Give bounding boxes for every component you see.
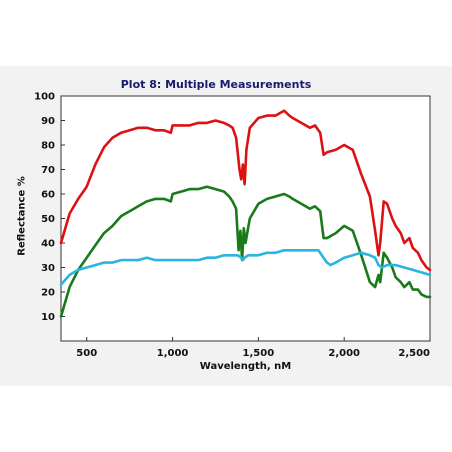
y-tick-label: 80 [41, 141, 55, 152]
x-tick-label: 500 [76, 348, 97, 359]
chart-title: Plot 8: Multiple Measurements [120, 78, 312, 91]
series-line-3 [59, 249, 432, 286]
y-tick-label: 60 [41, 190, 55, 201]
y-tick-label: 40 [41, 239, 55, 250]
y-tick-label: 70 [41, 165, 55, 176]
plot-area [60, 95, 431, 342]
series-layer [59, 109, 432, 318]
series-line-2 [59, 185, 432, 318]
axis-ticks: 10 20 30 40 50 60 70 80 90 100 500 1,000 1,500 2,000 2… [34, 92, 431, 359]
series-line-1 [59, 109, 432, 272]
y-tick-label: 50 [41, 214, 55, 225]
x-tick-label: 2,000 [328, 348, 360, 359]
x-tick-label: 1,500 [243, 348, 275, 359]
y-tick-label: 20 [41, 288, 55, 299]
x-tick-label: 2,500 [398, 348, 430, 359]
y-tick-label: 30 [41, 263, 55, 274]
x-axis-label: Wavelength, nM [199, 361, 292, 372]
x-tick-label: 1,000 [157, 348, 189, 359]
y-tick-label: 100 [34, 92, 55, 103]
y-tick-label: 90 [41, 116, 55, 127]
y-tick-label: 10 [41, 312, 55, 323]
